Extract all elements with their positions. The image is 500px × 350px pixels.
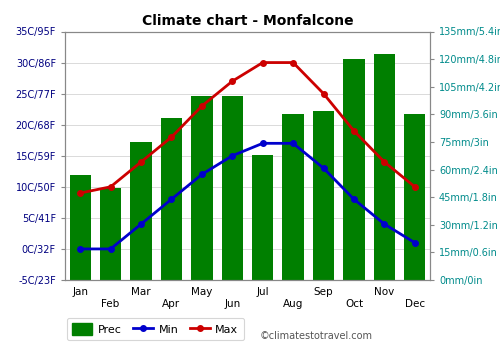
Bar bbox=[191, 96, 212, 280]
Text: Apr: Apr bbox=[162, 299, 180, 309]
Bar bbox=[100, 188, 122, 280]
Text: Aug: Aug bbox=[283, 299, 304, 309]
Text: Nov: Nov bbox=[374, 287, 394, 298]
Text: Oct: Oct bbox=[345, 299, 363, 309]
Text: Feb: Feb bbox=[102, 299, 120, 309]
Bar bbox=[70, 175, 91, 280]
Text: Jun: Jun bbox=[224, 299, 240, 309]
Text: ©climatestotravel.com: ©climatestotravel.com bbox=[260, 331, 373, 341]
Text: Mar: Mar bbox=[131, 287, 151, 298]
Bar bbox=[313, 111, 334, 280]
Bar bbox=[222, 96, 243, 280]
Bar bbox=[161, 118, 182, 280]
Bar bbox=[344, 59, 364, 280]
Text: Sep: Sep bbox=[314, 287, 334, 298]
Bar bbox=[252, 155, 274, 280]
Bar bbox=[404, 114, 425, 280]
Text: Jul: Jul bbox=[256, 287, 269, 298]
Text: May: May bbox=[191, 287, 212, 298]
Title: Climate chart - Monfalcone: Climate chart - Monfalcone bbox=[142, 14, 354, 28]
Legend: Prec, Min, Max: Prec, Min, Max bbox=[67, 318, 244, 341]
Bar bbox=[130, 142, 152, 280]
Text: Jan: Jan bbox=[72, 287, 88, 298]
Text: Dec: Dec bbox=[404, 299, 425, 309]
Bar bbox=[282, 114, 304, 280]
Bar bbox=[374, 54, 395, 280]
